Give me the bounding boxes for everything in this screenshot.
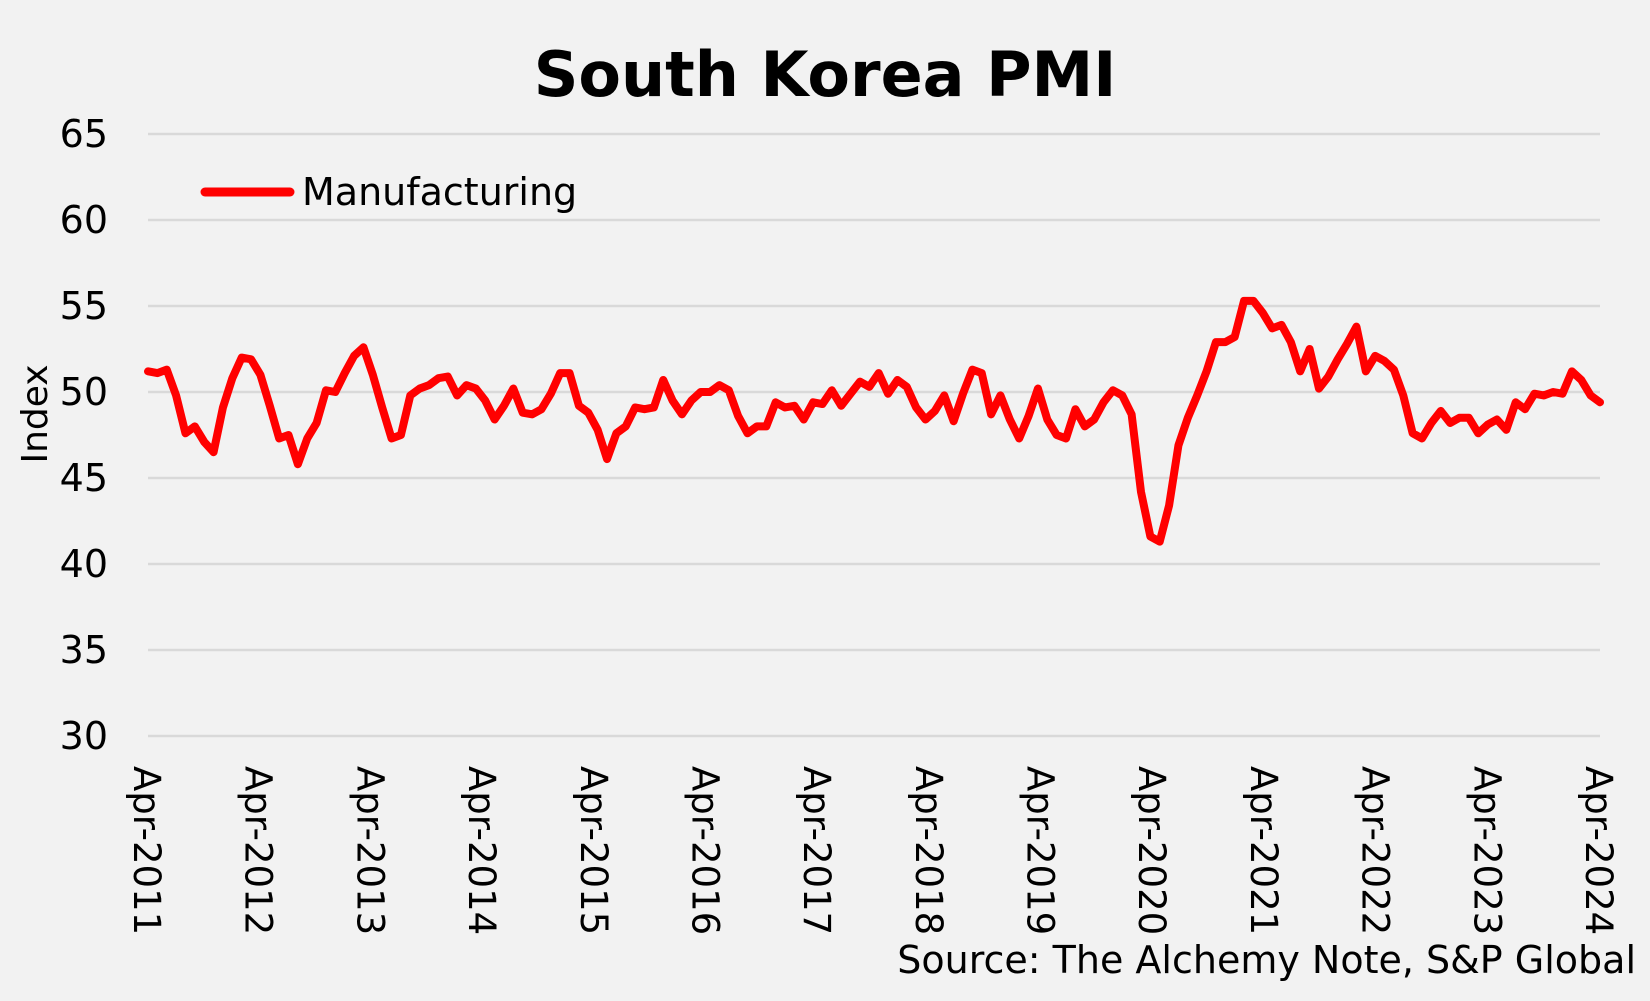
x-tick-label: Apr-2023: [1465, 766, 1508, 935]
y-tick-label: 50: [60, 370, 108, 414]
x-tick-label: Apr-2021: [1242, 766, 1285, 935]
y-tick-label: 30: [60, 714, 108, 758]
source-note: Source: The Alchemy Note, S&P Global: [897, 938, 1636, 982]
x-tick-label: Apr-2020: [1130, 766, 1173, 935]
legend: Manufacturing: [200, 170, 577, 214]
x-tick-label: Apr-2015: [572, 766, 615, 935]
series-layer: [144, 296, 1604, 546]
x-tick-label: Apr-2018: [907, 766, 950, 935]
x-tick-label: Apr-2024: [1577, 766, 1620, 935]
x-tick-label: Apr-2011: [125, 766, 168, 935]
y-axis-ticks: 30 35 40 45 50 55 60 65: [60, 112, 108, 758]
x-tick-label: Apr-2022: [1354, 766, 1397, 935]
y-tick-label: 35: [60, 628, 108, 672]
x-axis-ticks: Apr-2011 Apr-2012 Apr-2013 Apr-2014 Apr-2015…: [125, 766, 1620, 935]
gridlines: [148, 132, 1600, 738]
x-tick-label: Apr-2012: [237, 766, 280, 935]
y-tick-label: 40: [60, 542, 108, 586]
y-tick-label: 60: [60, 198, 108, 242]
x-tick-label: Apr-2019: [1019, 766, 1062, 935]
x-tick-label: Apr-2014: [460, 766, 503, 935]
y-tick-label: 65: [60, 112, 108, 156]
legend-label-manufacturing: Manufacturing: [302, 170, 577, 214]
x-tick-label: Apr-2013: [348, 766, 391, 935]
y-tick-label: 45: [60, 456, 108, 500]
chart-title: South Korea PMI: [533, 38, 1117, 111]
y-axis-label: Index: [15, 364, 56, 463]
x-tick-label: Apr-2017: [795, 766, 838, 935]
series-line-manufacturing: [144, 296, 1604, 546]
y-tick-label: 55: [60, 284, 108, 328]
x-tick-label: Apr-2016: [683, 766, 726, 935]
